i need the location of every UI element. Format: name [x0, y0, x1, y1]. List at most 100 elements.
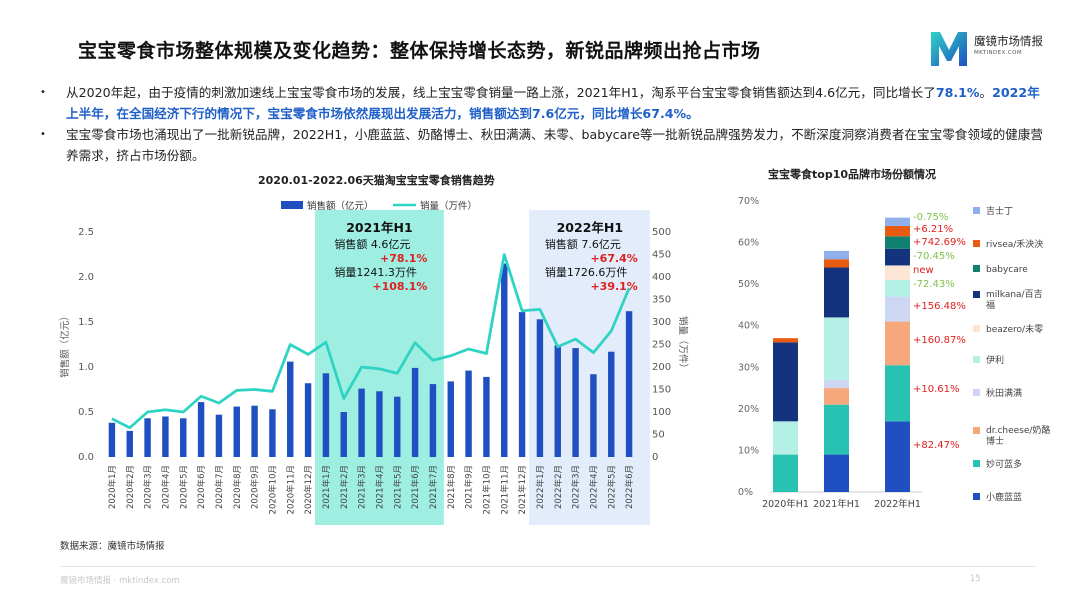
x-tick-label: 2022年5月 — [606, 465, 617, 509]
x-tick-label: 2021年3月 — [357, 465, 368, 509]
share-legend-swatch — [973, 325, 980, 332]
share-legend-label: 妙可蓝多 — [986, 458, 1022, 470]
share-segment — [824, 388, 849, 405]
share-legend-label: rivsea/禾泱泱 — [986, 238, 1043, 250]
share-legend-swatch — [973, 493, 980, 500]
bar-sales — [376, 391, 383, 457]
share-segment — [824, 404, 849, 455]
share-y-tick: 20% — [738, 404, 759, 415]
share-segment — [824, 379, 849, 389]
x-tick-label: 2020年9月 — [250, 465, 261, 509]
bar-sales — [554, 345, 561, 457]
share-x-tick: 2020年H1 — [762, 498, 809, 510]
y-left-tick: 0.0 — [78, 452, 94, 463]
bullet-text: 。 — [979, 85, 993, 100]
bar-sales — [536, 319, 544, 457]
bar-sales — [518, 312, 526, 457]
y-left-label: 销售额（亿元） — [59, 311, 71, 378]
annotation-sales-growth: +67.4% — [590, 252, 637, 265]
x-tick-label: 2020年4月 — [160, 465, 171, 509]
share-y-tick: 30% — [738, 362, 759, 373]
share-y-tick: 10% — [738, 445, 759, 456]
bar-sales — [126, 430, 133, 457]
share-growth-label: +160.87% — [913, 335, 966, 346]
bar-sales — [108, 422, 116, 457]
share-growth-label: new — [913, 265, 934, 276]
share-segment — [885, 365, 910, 422]
share-segment — [885, 265, 910, 280]
x-tick-label: 2021年11月 — [499, 465, 510, 514]
share-legend-swatch — [973, 291, 980, 298]
sales-chart-title: 2020.01-2022.06天猫淘宝宝宝零食销售趋势 — [258, 174, 495, 187]
x-tick-label: 2020年2月 — [125, 465, 136, 509]
y-left-tick: 2.5 — [78, 227, 94, 238]
bar-sales — [304, 383, 312, 457]
share-growth-label: +10.61% — [913, 384, 960, 395]
x-tick-label: 2020年12月 — [303, 465, 314, 514]
bar-sales — [251, 405, 258, 457]
bullet-text: 2022年上半年，在全国经济下行的情况下，宝宝零食市场依然展现出发展活力，销售额… — [66, 85, 1040, 121]
x-tick-label: 2021年1月 — [321, 465, 332, 509]
bullet-list: • 从2020年起，由于疫情的刺激加速线上宝宝零食市场的发展，线上宝宝零食销量一路… — [36, 82, 1046, 166]
share-legend-swatch — [973, 207, 980, 214]
share-segment — [885, 248, 910, 266]
share-y-tick: 0% — [738, 487, 753, 498]
annotation-period: 2022年H1 — [557, 220, 623, 235]
bullet-dot: • — [40, 129, 46, 140]
bar-sales — [590, 374, 597, 457]
share-legend-label: dr.cheese/奶酪博士 — [986, 424, 1050, 447]
x-tick-label: 2021年5月 — [392, 465, 403, 509]
bar-sales — [447, 381, 454, 457]
share-segment — [824, 250, 849, 260]
logo-sub: MKTINDEX.COM — [974, 50, 1022, 56]
annotation-period: 2021年H1 — [346, 220, 412, 235]
y-right-tick: 0 — [652, 452, 658, 463]
bar-sales — [233, 406, 240, 457]
bullet-dot: • — [40, 87, 46, 98]
share-segment — [773, 338, 798, 343]
bullet-item: • 宝宝零食市场也涌现出了一批新锐品牌，2022H1，小鹿蓝蓝、奶酪博士、秋田满满… — [36, 124, 1046, 166]
x-tick-label: 2020年8月 — [232, 465, 243, 509]
share-growth-label: +6.21% — [913, 224, 953, 235]
bullet-text: 78.1% — [935, 85, 980, 100]
share-legend-label: 秋田满满 — [986, 387, 1022, 399]
share-segment — [885, 296, 910, 322]
share-y-tick: 50% — [738, 279, 759, 290]
share-segment — [885, 321, 910, 366]
share-segment — [824, 454, 849, 492]
bar-sales — [625, 311, 633, 457]
annotation-volume-growth: +108.1% — [372, 280, 427, 293]
line-volume — [111, 253, 631, 430]
x-tick-label: 2021年9月 — [464, 465, 475, 509]
page-number: 15 — [970, 574, 981, 584]
bullet-text: 宝宝零食市场也涌现出了一批新锐品牌，2022H1，小鹿蓝蓝、奶酪博士、秋田满满、… — [66, 127, 1043, 163]
logo-m-icon — [931, 32, 967, 66]
share-segment — [824, 259, 849, 268]
bar-sales — [358, 388, 365, 457]
annotation-sales: 销售额 7.6亿元 — [545, 237, 621, 251]
share-legend-swatch — [973, 265, 980, 272]
brand-share-chart: 0% 10% 20% 30% 40% 50% 60% 70% 2020年H1 2021年H1 202… — [738, 196, 1050, 510]
y-left-tick: 0.5 — [78, 407, 94, 418]
x-tick-label: 2021年12月 — [517, 465, 528, 514]
x-tick-label: 2022年2月 — [553, 465, 564, 509]
share-legend-swatch — [973, 389, 980, 396]
x-tick-label: 2021年8月 — [446, 465, 457, 509]
x-tick-label: 2021年4月 — [374, 465, 385, 509]
annotation-volume-growth: +39.1% — [590, 280, 637, 293]
share-y-tick: 60% — [738, 238, 759, 249]
y-right-label: 销量（万件） — [677, 316, 689, 373]
share-segment — [885, 236, 910, 249]
sales-trend-chart: 销售额（亿元） 销量（万件） 0.0 0.5 1.0 1.5 2.0 2.5 销售额（亿元） 0 5… — [59, 200, 689, 525]
share-x-tick: 2021年H1 — [813, 498, 860, 510]
share-legend-label: 吉士丁 — [986, 205, 1013, 217]
x-tick-label: 2021年6月 — [410, 465, 421, 509]
share-chart-title: 宝宝零食top10品牌市场份额情况 — [768, 168, 936, 181]
page-title: 宝宝零食市场整体规模及变化趋势：整体保持增长态势，新锐品牌频出抢占市场 — [78, 40, 761, 62]
y-left-tick: 1.0 — [78, 362, 94, 373]
share-segment — [773, 421, 798, 455]
bar-sales — [608, 351, 615, 457]
y-right-tick: 450 — [652, 250, 671, 261]
bar-sales — [162, 416, 169, 457]
x-tick-label: 2022年3月 — [571, 465, 582, 509]
